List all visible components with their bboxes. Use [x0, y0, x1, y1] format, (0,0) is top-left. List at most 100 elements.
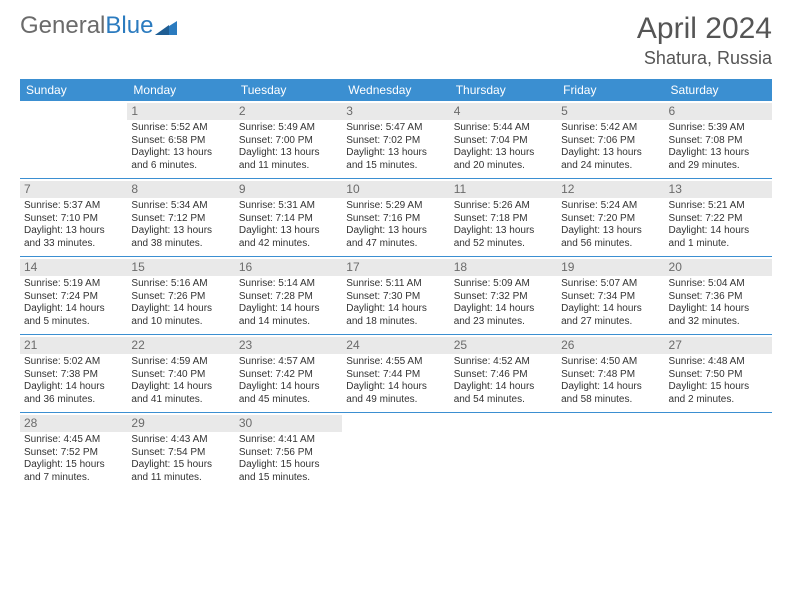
daylight-line-2: and 11 minutes. [131, 472, 230, 485]
daylight-line-2: and 49 minutes. [346, 394, 445, 407]
day-number: 21 [20, 337, 127, 354]
daylight-line-1: Daylight: 14 hours [561, 381, 660, 394]
sunrise-line: Sunrise: 4:57 AM [239, 356, 338, 369]
calendar-day-cell: 3Sunrise: 5:47 AMSunset: 7:02 PMDaylight… [342, 101, 449, 179]
sunrise-line: Sunrise: 5:37 AM [24, 200, 123, 213]
daylight-line-1: Daylight: 13 hours [561, 225, 660, 238]
calendar-week-row: 21 Sunrise: 5:02 AMSunset: 7:38 PM Dayligh… [20, 335, 772, 413]
calendar-day-cell: 17Sunrise: 5:11 AMSunset: 7:30 PMDayligh… [342, 257, 449, 335]
day-number: 8 [127, 181, 234, 198]
daylight-line-2: and 56 minutes. [561, 238, 660, 251]
calendar-day-cell: 8Sunrise: 5:34 AMSunset: 7:12 PMDaylight… [127, 179, 234, 257]
calendar-day-cell: 28Sunrise: 4:45 AMSunset: 7:52 PMDayligh… [20, 413, 127, 490]
sunrise-line: Sunrise: 4:52 AM [454, 356, 553, 369]
daylight-line-1: Daylight: 13 hours [454, 147, 553, 160]
day-number: 30 [235, 415, 342, 432]
daylight-line-2: and 54 minutes. [454, 394, 553, 407]
daylight-line-2: and 42 minutes. [239, 238, 338, 251]
calendar-day-cell: 5Sunrise: 5:42 AMSunset: 7:06 PMDaylight… [557, 101, 664, 179]
sunrise-line: Sunrise: 5:44 AM [454, 122, 553, 135]
daylight-line-1: Daylight: 13 hours [346, 225, 445, 238]
sunset-line: Sunset: 7:28 PM [239, 291, 338, 304]
calendar-day-cell: 22Sunrise: 4:59 AMSunset: 7:40 PMDayligh… [127, 335, 234, 413]
sunset-line: Sunset: 7:38 PM [24, 369, 123, 382]
calendar-day-cell: 12Sunrise: 5:24 AMSunset: 7:20 PMDayligh… [557, 179, 664, 257]
day-number: 9 [235, 181, 342, 198]
day-number: 16 [235, 259, 342, 276]
day-number: 23 [235, 337, 342, 354]
daylight-line-1: Daylight: 13 hours [561, 147, 660, 160]
daylight-line-2: and 20 minutes. [454, 160, 553, 173]
daylight-line-2: and 47 minutes. [346, 238, 445, 251]
sunrise-line: Sunrise: 5:02 AM [24, 356, 123, 369]
calendar-day-cell: 26Sunrise: 4:50 AMSunset: 7:48 PMDayligh… [557, 335, 664, 413]
calendar-day-cell: 15Sunrise: 5:16 AMSunset: 7:26 PMDayligh… [127, 257, 234, 335]
day-number: 17 [342, 259, 449, 276]
brand-logo: GeneralBlue [20, 12, 177, 40]
day-number: 22 [127, 337, 234, 354]
sunrise-line: Sunrise: 5:04 AM [669, 278, 768, 291]
sunrise-line: Sunrise: 5:14 AM [239, 278, 338, 291]
daylight-line-2: and 23 minutes. [454, 316, 553, 329]
day-number: 18 [450, 259, 557, 276]
day-number: 26 [557, 337, 664, 354]
sunset-line: Sunset: 7:10 PM [24, 213, 123, 226]
daylight-line-1: Daylight: 14 hours [346, 303, 445, 316]
daylight-line-1: Daylight: 15 hours [24, 459, 123, 472]
weekday-col: Thursday [450, 79, 557, 101]
sunset-line: Sunset: 7:26 PM [131, 291, 230, 304]
day-number: 10 [342, 181, 449, 198]
calendar-week-row: 28Sunrise: 4:45 AMSunset: 7:52 PMDayligh… [20, 413, 772, 490]
daylight-line-1: Daylight: 13 hours [669, 147, 768, 160]
daylight-line-1: Daylight: 14 hours [131, 381, 230, 394]
sunset-line: Sunset: 7:02 PM [346, 135, 445, 148]
sunrise-line: Sunrise: 5:21 AM [669, 200, 768, 213]
daylight-line-1: Daylight: 13 hours [24, 225, 123, 238]
sunset-line: Sunset: 7:00 PM [239, 135, 338, 148]
weekday-col: Sunday [20, 79, 127, 101]
day-number: 11 [450, 181, 557, 198]
calendar-week-row: 7Sunrise: 5:37 AMSunset: 7:10 PMDaylight… [20, 179, 772, 257]
brand-part1: General [20, 12, 105, 40]
daylight-line-1: Daylight: 14 hours [239, 381, 338, 394]
sunset-line: Sunset: 7:36 PM [669, 291, 768, 304]
sunrise-line: Sunrise: 5:52 AM [131, 122, 230, 135]
weekday-col: Tuesday [235, 79, 342, 101]
daylight-line-2: and 6 minutes. [131, 160, 230, 173]
sunrise-line: Sunrise: 5:31 AM [239, 200, 338, 213]
day-number: 14 [20, 259, 127, 276]
sunset-line: Sunset: 7:52 PM [24, 447, 123, 460]
calendar-week-row: 14Sunrise: 5:19 AMSunset: 7:24 PMDayligh… [20, 257, 772, 335]
sunset-line: Sunset: 7:08 PM [669, 135, 768, 148]
calendar-day-cell: 1Sunrise: 5:52 AMSunset: 6:58 PMDaylight… [127, 101, 234, 179]
sunrise-line: Sunrise: 5:42 AM [561, 122, 660, 135]
daylight-line-1: Daylight: 14 hours [669, 303, 768, 316]
daylight-line-1: Daylight: 13 hours [239, 147, 338, 160]
daylight-line-1: Daylight: 13 hours [131, 225, 230, 238]
calendar-day-cell [450, 413, 557, 490]
sunset-line: Sunset: 7:32 PM [454, 291, 553, 304]
day-number: 7 [20, 181, 127, 198]
sunrise-line: Sunrise: 5:24 AM [561, 200, 660, 213]
day-number: 20 [665, 259, 772, 276]
daylight-line-2: and 7 minutes. [24, 472, 123, 485]
calendar-day-cell: 24Sunrise: 4:55 AMSunset: 7:44 PMDayligh… [342, 335, 449, 413]
calendar-day-cell: 30Sunrise: 4:41 AMSunset: 7:56 PMDayligh… [235, 413, 342, 490]
day-number: 25 [450, 337, 557, 354]
daylight-line-1: Daylight: 15 hours [239, 459, 338, 472]
sunset-line: Sunset: 7:42 PM [239, 369, 338, 382]
daylight-line-2: and 11 minutes. [239, 160, 338, 173]
daylight-line-1: Daylight: 14 hours [669, 225, 768, 238]
sunset-line: Sunset: 7:46 PM [454, 369, 553, 382]
calendar-day-cell: 7 Sunrise: 5:37 AMSunset: 7:10 PMDaylight… [20, 179, 127, 257]
sunrise-line: Sunrise: 5:07 AM [561, 278, 660, 291]
daylight-line-1: Daylight: 14 hours [454, 381, 553, 394]
sunset-line: Sunset: 7:14 PM [239, 213, 338, 226]
calendar-table: Sunday Monday Tuesday Wednesday Thursday… [20, 79, 772, 490]
daylight-line-1: Daylight: 15 hours [131, 459, 230, 472]
sunrise-line: Sunrise: 5:39 AM [669, 122, 768, 135]
sunset-line: Sunset: 7:16 PM [346, 213, 445, 226]
sunset-line: Sunset: 7:44 PM [346, 369, 445, 382]
calendar-day-cell: 23 Sunrise: 4:57 AMSunset: 7:42 PMDayligh… [235, 335, 342, 413]
brand-part2: Blue [105, 12, 153, 40]
